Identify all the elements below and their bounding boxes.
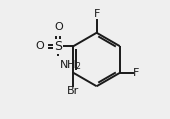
Text: F: F	[94, 9, 100, 19]
Text: NH$_2$: NH$_2$	[59, 58, 81, 72]
Text: Br: Br	[67, 86, 80, 96]
Text: S: S	[54, 40, 62, 53]
Text: O: O	[35, 41, 44, 51]
Text: O: O	[54, 22, 63, 32]
Text: F: F	[133, 68, 140, 78]
